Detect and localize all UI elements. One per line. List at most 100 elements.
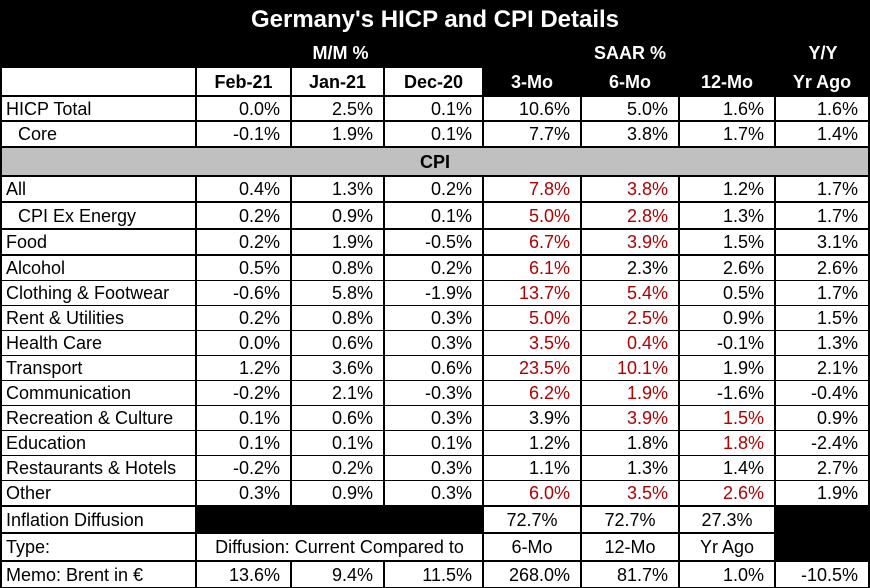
table-cell: 13.7%	[484, 281, 580, 305]
table-cell: 2.7%	[776, 456, 868, 480]
table-cell: 1.4%	[680, 456, 774, 480]
table-cell: -0.5%	[385, 230, 482, 254]
table-cell: 0.2%	[197, 203, 290, 228]
row-label: Education	[2, 431, 195, 455]
table-cell: 1.9%	[292, 122, 383, 146]
table-cell: 0.2%	[197, 306, 290, 330]
table-cell: 5.4%	[582, 281, 678, 305]
table-cell: 10.1%	[582, 356, 678, 380]
table-cell: 0.5%	[680, 281, 774, 305]
table-cell: 72.7%	[582, 507, 678, 532]
section-header-cpi: CPI	[2, 148, 868, 175]
row-label: Food	[2, 230, 195, 254]
table-cell: 1.7%	[776, 177, 868, 201]
group-header-yy: Y/Y	[776, 40, 870, 66]
table-cell: 0.1%	[385, 431, 482, 455]
table-cell: 1.9%	[292, 230, 383, 254]
table-cell: 0.8%	[292, 256, 383, 280]
table-cell: 2.6%	[680, 481, 774, 505]
table-cell: -0.4%	[776, 381, 868, 405]
table-cell: 0.0%	[197, 331, 290, 355]
table-cell: 11.5%	[385, 562, 482, 587]
table-cell: 0.2%	[197, 230, 290, 254]
blank-cell	[776, 534, 868, 560]
row-label: Core	[2, 122, 195, 146]
column-header: Jan-21	[292, 68, 383, 95]
group-header-saar: SAAR %	[484, 40, 776, 66]
table-cell: -0.1%	[197, 122, 290, 146]
table-cell: 1.7%	[680, 122, 774, 146]
table-cell: 0.3%	[385, 306, 482, 330]
row-label: Recreation & Culture	[2, 406, 195, 430]
table-cell: -1.9%	[385, 281, 482, 305]
table-cell: 2.1%	[292, 381, 383, 405]
row-label: Clothing & Footwear	[2, 281, 195, 305]
table-cell: 1.2%	[680, 177, 774, 201]
table-cell: 0.1%	[385, 203, 482, 228]
table-cell: 3.9%	[582, 406, 678, 430]
column-header: 12-Mo	[680, 68, 774, 95]
table-cell: 2.5%	[582, 306, 678, 330]
table-cell: 1.8%	[582, 431, 678, 455]
table-cell: 0.9%	[776, 406, 868, 430]
table-cell: 2.8%	[582, 203, 678, 228]
group-header-mm: M/M %	[197, 40, 484, 66]
table-cell: 5.0%	[484, 203, 580, 228]
table-cell: 1.5%	[680, 406, 774, 430]
row-label: Rent & Utilities	[2, 306, 195, 330]
table-cell: 6-Mo	[484, 534, 580, 560]
table-cell: 1.6%	[776, 97, 868, 120]
table-cell: 1.0%	[680, 562, 774, 587]
table-cell: 3.8%	[582, 177, 678, 201]
table-cell: 5.0%	[582, 97, 678, 120]
column-header: 6-Mo	[582, 68, 678, 95]
type-note: Diffusion: Current Compared to	[197, 534, 482, 560]
table-cell: -10.5%	[776, 562, 868, 587]
table-cell: 1.9%	[680, 356, 774, 380]
table-cell: 3.8%	[582, 122, 678, 146]
row-label: Type:	[2, 534, 195, 560]
table-cell: 27.3%	[680, 507, 774, 532]
table-cell: 3.5%	[484, 331, 580, 355]
table-cell: 1.1%	[484, 456, 580, 480]
table-cell: 0.6%	[292, 331, 383, 355]
table-cell: 1.9%	[582, 381, 678, 405]
table-cell: 81.7%	[582, 562, 678, 587]
table-cell: 0.8%	[292, 306, 383, 330]
table-cell: 0.2%	[385, 177, 482, 201]
table-cell: -1.6%	[680, 381, 774, 405]
row-label: Inflation Diffusion	[2, 507, 195, 532]
table-cell: 1.6%	[680, 97, 774, 120]
table-cell: -0.1%	[680, 331, 774, 355]
row-label: Alcohol	[2, 256, 195, 280]
table-cell: 5.8%	[292, 281, 383, 305]
table-cell: 0.4%	[582, 331, 678, 355]
table-title: Germany's HICP and CPI Details	[0, 0, 870, 40]
row-label: Memo: Brent in €	[2, 562, 195, 587]
table-cell: 1.5%	[680, 230, 774, 254]
row-label: Other	[2, 481, 195, 505]
row-label: Health Care	[2, 331, 195, 355]
row-label: CPI Ex Energy	[2, 203, 195, 228]
table-cell: 0.4%	[197, 177, 290, 201]
table-cell: 3.1%	[776, 230, 868, 254]
table-cell: 3.6%	[292, 356, 383, 380]
table-cell: 1.3%	[776, 331, 868, 355]
table-cell: 0.3%	[385, 481, 482, 505]
table-cell: 1.7%	[776, 203, 868, 228]
table-cell: 2.5%	[292, 97, 383, 120]
table-cell: 0.0%	[197, 97, 290, 120]
row-label: Restaurants & Hotels	[2, 456, 195, 480]
table-cell: 7.8%	[484, 177, 580, 201]
table-cell: 1.3%	[292, 177, 383, 201]
table-cell: 2.3%	[582, 256, 678, 280]
table-cell: 1.2%	[197, 356, 290, 380]
row-label: All	[2, 177, 195, 201]
table-cell: 6.7%	[484, 230, 580, 254]
table-cell: 10.6%	[484, 97, 580, 120]
table-cell: 3.9%	[484, 406, 580, 430]
table-cell: 0.5%	[197, 256, 290, 280]
table-cell: 268.0%	[484, 562, 580, 587]
column-header-label	[2, 68, 195, 95]
table-cell: 0.6%	[385, 356, 482, 380]
